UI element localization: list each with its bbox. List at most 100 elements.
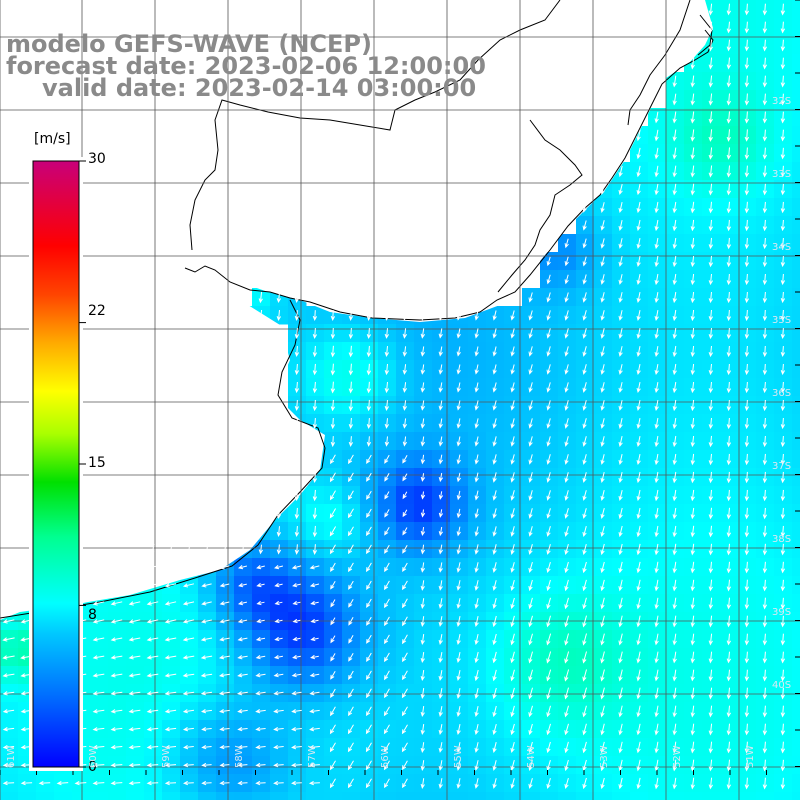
wind-arrow: [110, 744, 123, 750]
wind-arrow: [438, 742, 443, 753]
wind-arrow: [312, 507, 318, 520]
wind-arrow: [618, 364, 623, 375]
wind-arrow: [618, 435, 623, 448]
wind-arrow: [238, 583, 247, 588]
wind-arrow: [456, 490, 461, 501]
wind-arrow: [330, 417, 336, 430]
wind-arrow: [636, 705, 641, 718]
wind-arrow: [110, 583, 123, 588]
wind-arrow: [636, 687, 641, 700]
wind-arrow: [92, 780, 105, 786]
wind-arrow: [312, 363, 318, 376]
wind-arrow: [690, 327, 695, 340]
wind-speed-cell: [54, 792, 73, 800]
colorbar-tick-label: 22: [88, 303, 106, 319]
wind-arrow: [780, 579, 786, 592]
wind-arrow: [474, 454, 479, 465]
wind-arrow: [564, 238, 569, 249]
wind-arrow: [600, 705, 605, 718]
wind-arrow: [654, 310, 659, 322]
wind-speed-cell: [126, 792, 145, 800]
wind-arrow: [146, 619, 159, 624]
wind-arrow: [128, 727, 141, 732]
wind-arrow: [182, 655, 195, 660]
wind-arrow: [780, 543, 786, 556]
wind-arrow: [128, 637, 141, 642]
wind-speed-cell: [576, 792, 595, 800]
wind-arrow: [672, 399, 677, 412]
wind-arrow: [744, 291, 750, 304]
wind-speed-cell: [792, 594, 800, 613]
wind-arrow: [780, 3, 786, 16]
wind-arrow: [456, 670, 461, 682]
wind-arrow: [274, 618, 283, 624]
wind-arrow: [762, 345, 768, 358]
wind-arrow: [366, 634, 372, 644]
wind-arrow: [329, 742, 336, 753]
wind-arrow: [294, 544, 300, 555]
wind-arrow: [762, 381, 768, 394]
wind-arrow: [672, 525, 677, 538]
wind-arrow: [528, 741, 533, 754]
wind-arrow: [600, 777, 605, 790]
wind-arrow: [654, 400, 659, 412]
wind-arrow: [330, 327, 336, 340]
wind-arrow: [744, 165, 750, 178]
wind-arrow: [636, 256, 641, 268]
wind-arrow: [329, 526, 337, 537]
wind-arrow: [164, 691, 177, 696]
wind-arrow: [420, 400, 426, 411]
wind-arrow: [690, 471, 695, 484]
wind-arrow: [564, 418, 569, 429]
wind-arrow: [366, 472, 372, 482]
wind-speed-cell: [486, 792, 505, 800]
wind-arrow: [438, 598, 443, 609]
wind-arrow: [690, 363, 695, 376]
wind-arrow: [330, 599, 336, 608]
wind-arrow: [636, 436, 641, 448]
wind-arrow: [618, 183, 623, 196]
wind-arrow: [348, 310, 354, 321]
wind-speed-cell: [756, 792, 775, 800]
wind-arrow: [600, 633, 605, 646]
wind-arrow: [348, 598, 354, 608]
wind-arrow: [348, 580, 354, 590]
wind-arrow: [654, 382, 659, 394]
wind-arrow: [20, 780, 33, 786]
wind-arrow: [274, 636, 283, 642]
wind-arrow: [402, 400, 408, 411]
wind-arrow: [110, 727, 123, 732]
wind-arrow: [744, 129, 750, 142]
wind-arrow: [312, 345, 318, 358]
wind-arrow: [255, 690, 266, 696]
wind-arrow: [164, 655, 177, 660]
wind-arrow: [92, 583, 105, 588]
wind-arrow: [780, 489, 786, 502]
wind-arrow: [780, 309, 786, 322]
wind-arrow: [310, 636, 319, 642]
wind-arrow: [510, 597, 515, 610]
wind-arrow: [762, 255, 768, 268]
wind-arrow: [636, 346, 641, 358]
wind-arrow: [582, 202, 587, 213]
wind-arrow: [402, 364, 408, 375]
wind-arrow: [564, 741, 569, 754]
wind-arrow: [672, 201, 677, 214]
wind-arrow: [726, 183, 732, 196]
wind-arrow: [600, 669, 605, 682]
wind-arrow: [546, 615, 551, 628]
wind-arrow: [292, 618, 301, 624]
wind-arrow: [330, 399, 336, 412]
wind-arrow: [546, 328, 551, 339]
wind-arrow: [582, 579, 587, 592]
wind-arrow: [618, 507, 623, 520]
wind-arrow: [762, 777, 768, 790]
wind-arrow: [546, 526, 551, 537]
wind-arrow: [492, 562, 497, 573]
wind-arrow: [600, 364, 605, 375]
wind-arrow: [618, 723, 623, 736]
wind-arrow: [474, 472, 479, 483]
wind-arrow: [237, 601, 248, 606]
wind-arrow: [401, 706, 408, 717]
wind-arrow: [456, 742, 461, 753]
